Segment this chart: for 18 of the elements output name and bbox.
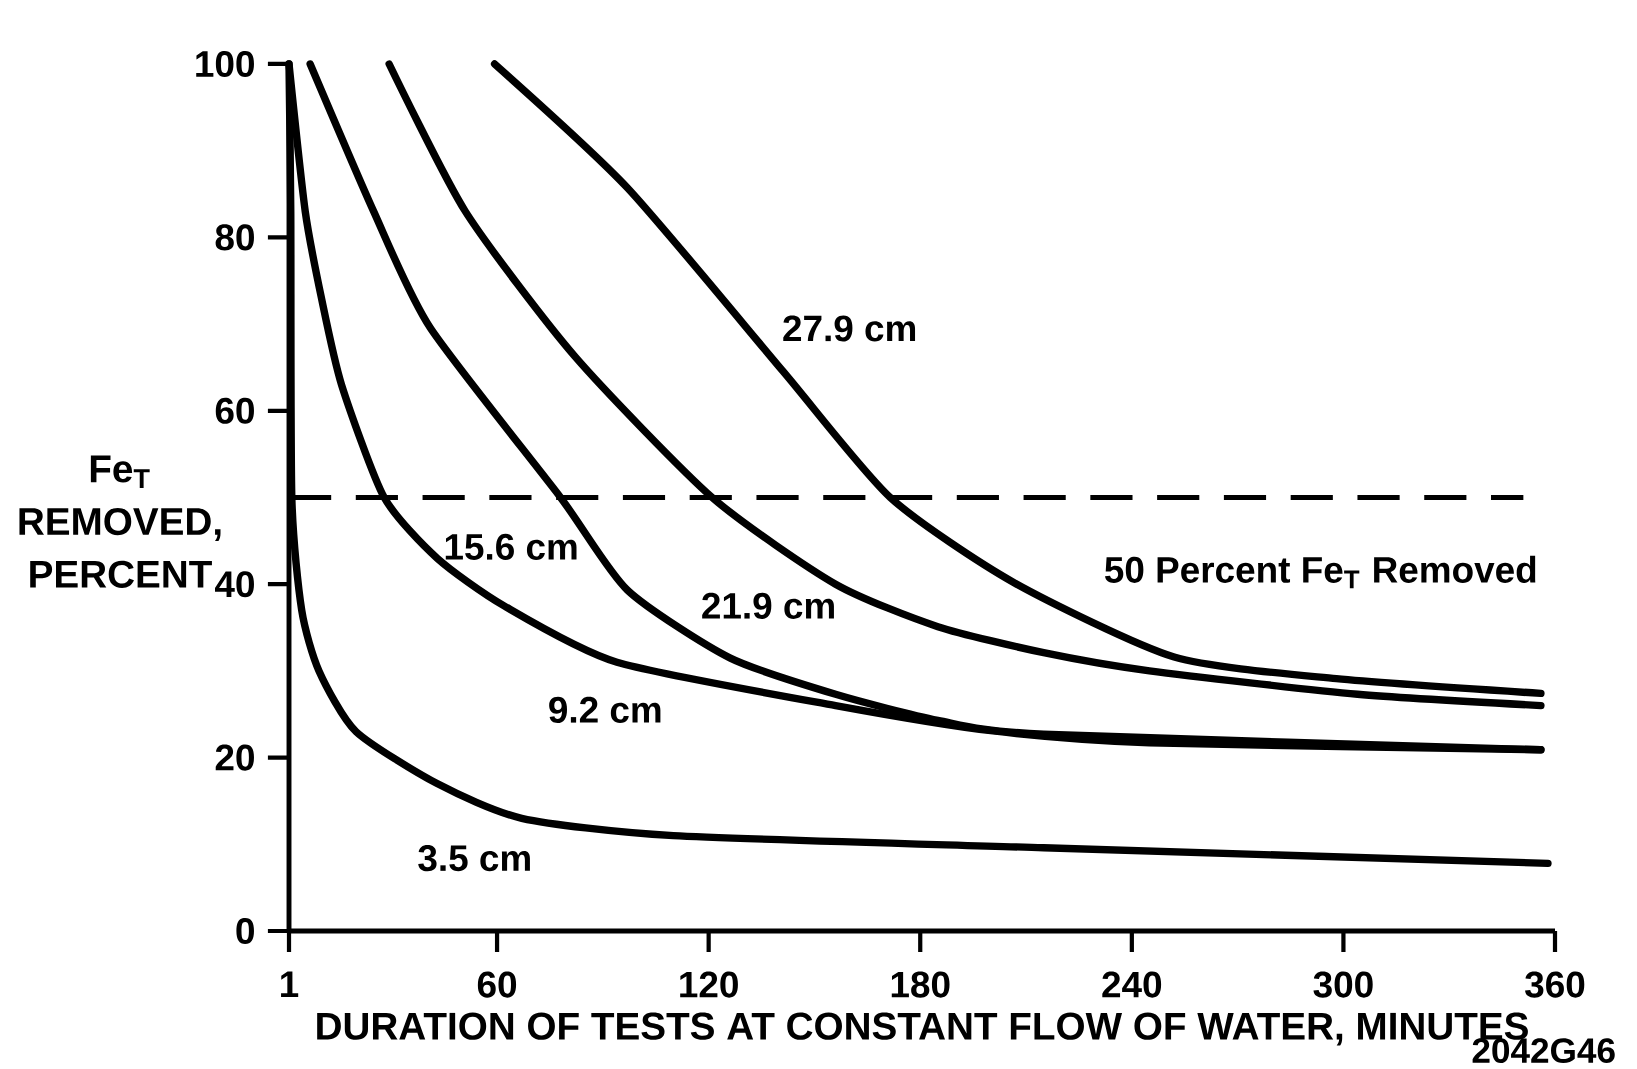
series-label: 27.9 cm [783,315,916,342]
series-label: 21.9 cm [702,592,834,619]
x-tick-label: 360 [1525,971,1585,998]
y-tick-label: 0 [236,917,254,945]
series-label: 9.2 cm [549,696,661,723]
y-tick-label: 100 [196,50,254,78]
x-tick-label: 240 [1102,971,1162,998]
y-tick-label: 20 [215,744,254,771]
x-tick-label: 180 [891,971,950,998]
series-label: 15.6 cm [445,533,577,560]
x-tick-label: 120 [680,971,738,998]
series-label: 3.5 cm [418,845,530,872]
x-tick-label: 1 [281,971,299,997]
x-tick-label: 60 [477,971,517,998]
x-tick-label: 300 [1313,971,1373,998]
y-tick-label: 60 [215,397,254,424]
ref-line-label: 50 Percent Fe$_{T}$ Removed [1105,555,1536,589]
y-tick-label: 80 [215,224,254,251]
